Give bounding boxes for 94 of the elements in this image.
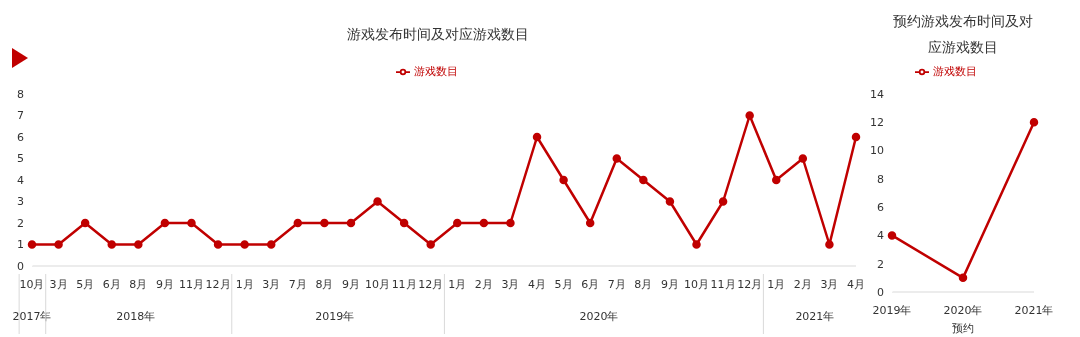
x-tick-label: 6月 — [102, 278, 121, 291]
point — [887, 231, 897, 240]
point — [320, 218, 329, 228]
legend-label: 游戏数目 — [933, 65, 977, 78]
x-tick-label: 10月 — [365, 278, 391, 291]
y-tick-label: 12 — [870, 116, 884, 130]
x-tick-label: 3月 — [262, 278, 281, 291]
y-tick-label: 0 — [17, 259, 24, 273]
point — [453, 218, 462, 228]
point — [958, 273, 968, 283]
x-tick-label: 11月 — [391, 278, 417, 291]
x-tick-label: 9月 — [660, 278, 679, 291]
point — [479, 218, 489, 228]
legend-label: 游戏数目 — [414, 65, 458, 78]
x-tick-label: 7月 — [607, 278, 626, 291]
x-tick-label: 2月 — [474, 278, 493, 291]
y-tick-label: 1 — [17, 238, 24, 252]
point — [240, 240, 249, 249]
x-tick-label: 7月 — [288, 278, 307, 291]
y-tick-label: 5 — [17, 152, 24, 166]
point — [399, 218, 409, 228]
y-tick-label: 6 — [877, 201, 884, 215]
x-tick-label: 8月 — [129, 278, 148, 291]
x-tick-label: 9月 — [341, 278, 360, 291]
point — [745, 111, 754, 120]
x-tick-label: 2019年 — [872, 304, 912, 317]
chart-title: 游戏发布时间及对应游戏数目 — [346, 25, 530, 44]
y-tick-label: 10 — [870, 144, 884, 158]
y-tick-label: 14 — [870, 87, 884, 101]
x-tick-label: 3月 — [820, 278, 839, 291]
x-tick-label: 4月 — [847, 278, 865, 291]
point — [1029, 118, 1039, 127]
point — [559, 175, 568, 185]
y-tick-label: 0 — [877, 285, 884, 299]
x-tick-label: 10月 — [684, 278, 710, 291]
x-tick-label: 4月 — [528, 278, 547, 291]
point — [612, 154, 622, 163]
point — [665, 197, 675, 206]
point — [532, 132, 542, 142]
chart-title: 预约游戏发布时间及对应游戏数目 — [892, 12, 1034, 57]
x-axis-title: 预约 — [952, 322, 974, 335]
x-tick-label: 12月 — [205, 278, 231, 291]
point — [187, 218, 196, 228]
x-tick-label: 5月 — [76, 278, 95, 291]
y-tick-label: 2 — [17, 216, 24, 230]
x-tick-label: 2021年 — [1014, 304, 1054, 317]
text: 2018年 — [116, 310, 156, 323]
point — [825, 240, 834, 249]
point — [426, 240, 435, 249]
y-tick-label: 3 — [17, 195, 24, 209]
x-tick-label: 3月 — [501, 278, 520, 291]
x-tick-label: 8月 — [634, 278, 653, 291]
x-tick-label: 12月 — [737, 278, 763, 291]
point — [798, 154, 808, 163]
x-tick-label: 11月 — [710, 278, 736, 291]
x-tick-label: 3月 — [49, 278, 68, 291]
x-tick-label: 10月 — [19, 278, 45, 291]
point — [27, 240, 37, 249]
point — [373, 197, 382, 206]
point — [54, 240, 63, 249]
point — [134, 240, 143, 249]
x-tick-label: 1月 — [448, 278, 467, 291]
point — [107, 240, 116, 249]
y-tick-label: 4 — [17, 173, 24, 187]
point — [266, 240, 276, 249]
y-tick-label: 8 — [877, 172, 884, 186]
x-tick-label: 1月 — [235, 278, 254, 291]
y-tick-label: 4 — [877, 229, 884, 243]
x-tick-label: 8月 — [315, 278, 334, 291]
point — [213, 240, 223, 249]
y-tick-label: 6 — [17, 130, 24, 144]
point — [585, 218, 595, 228]
point — [718, 197, 728, 206]
y-tick-label: 8 — [17, 87, 24, 101]
x-tick-label: 12月 — [418, 278, 444, 291]
point — [506, 218, 515, 228]
point — [293, 218, 303, 228]
text: 2017年 — [12, 310, 52, 323]
x-tick-label: 11月 — [178, 278, 204, 291]
x-tick-label: 2020年 — [943, 304, 983, 317]
x-tick-label: 1月 — [767, 278, 786, 291]
point — [639, 175, 648, 185]
x-tick-label: 9月 — [155, 278, 174, 291]
point — [160, 218, 170, 228]
x-tick-label: 6月 — [581, 278, 600, 291]
point — [692, 240, 701, 249]
point — [772, 175, 781, 185]
x-tick-label: 2月 — [793, 278, 812, 291]
point — [346, 218, 356, 228]
x-tick-label: 5月 — [554, 278, 573, 291]
point — [80, 218, 90, 228]
y-tick-label: 7 — [17, 109, 24, 123]
point — [851, 132, 861, 142]
y-tick-label: 2 — [877, 257, 884, 271]
